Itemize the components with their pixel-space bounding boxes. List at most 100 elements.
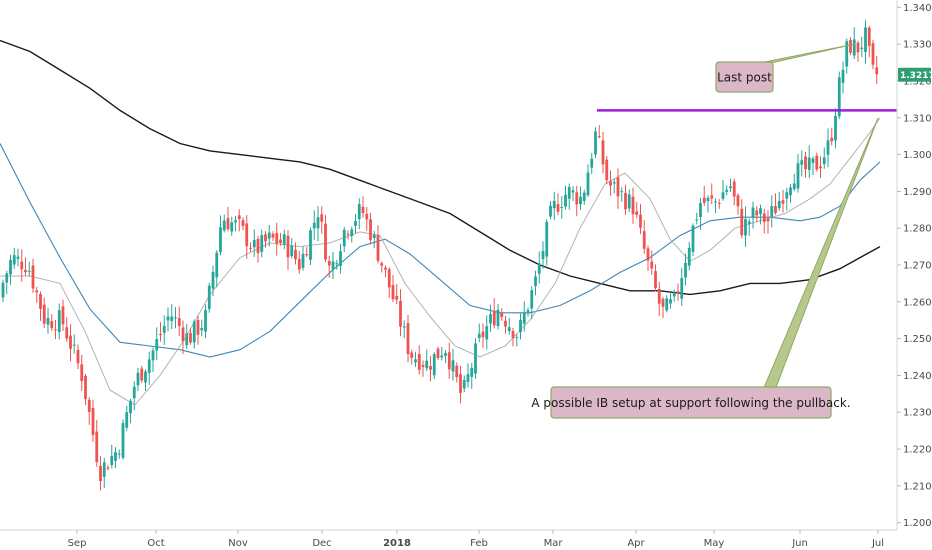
price-tick-label: 1.24000 — [903, 371, 932, 382]
candle-body — [575, 192, 579, 205]
bullish-candle — [335, 260, 339, 270]
candle-body — [545, 221, 549, 257]
bearish-candle — [189, 327, 192, 345]
bullish-candle — [789, 183, 792, 203]
bullish-candle — [132, 381, 136, 411]
bullish-candle — [627, 189, 631, 213]
bullish-candle — [620, 187, 624, 202]
price-axis[interactable]: 1.34000 1.33000 1.32000 1.31000 1.30000 1.290… — [897, 3, 932, 529]
bearish-candle — [609, 170, 612, 196]
bullish-candle — [440, 346, 444, 361]
bearish-candle — [65, 317, 69, 342]
bullish-candle — [114, 447, 117, 469]
candle-body — [556, 204, 560, 212]
candle-body — [751, 207, 755, 218]
bullish-candle — [684, 253, 687, 286]
candle-body — [24, 269, 27, 273]
plot-area[interactable]: Last post A possible IB setup at support … — [0, 20, 897, 491]
bullish-candle — [579, 186, 582, 210]
candle-body — [526, 310, 530, 314]
bullish-candle — [57, 303, 61, 340]
bearish-candle — [320, 206, 324, 234]
candle-body — [61, 306, 65, 325]
bearish-candle — [69, 324, 72, 362]
candle-body — [477, 333, 481, 339]
bearish-candle — [597, 125, 601, 139]
bearish-candle — [657, 281, 661, 316]
bullish-candle — [770, 195, 774, 228]
candle-body — [804, 156, 807, 170]
candle-body — [860, 47, 864, 49]
candle-body — [140, 368, 144, 381]
bullish-candle — [350, 226, 354, 243]
bearish-candle — [249, 242, 252, 253]
bullish-candle — [185, 323, 189, 349]
bearish-candle — [279, 232, 282, 246]
bearish-candle — [661, 296, 665, 318]
bearish-candle — [639, 204, 642, 235]
candle-body — [129, 400, 132, 414]
bearish-candle — [91, 399, 95, 442]
bearish-candle — [710, 183, 714, 205]
candle-body — [849, 40, 852, 53]
price-tick-label: 1.20000 — [903, 518, 932, 529]
bearish-candle — [616, 168, 620, 209]
time-tick-label: Apr — [627, 538, 645, 549]
price-tick-label: 1.27000 — [903, 261, 932, 272]
bearish-candle — [177, 306, 181, 336]
bullish-candle — [860, 36, 864, 58]
bearish-candle — [286, 230, 290, 270]
bearish-candle — [380, 261, 384, 273]
candle-body — [852, 39, 856, 56]
bullish-candle — [721, 179, 725, 201]
candle-body — [125, 412, 129, 428]
price-tick-label: 1.23000 — [903, 408, 932, 419]
bearish-candle — [740, 199, 744, 239]
bullish-candle — [301, 246, 305, 271]
bearish-candle — [455, 362, 459, 383]
bullish-candle — [260, 229, 264, 258]
candle-body — [414, 359, 417, 363]
candle-body — [305, 254, 309, 256]
time-tick-label: May — [704, 538, 725, 549]
candle-body — [492, 310, 496, 326]
time-axis[interactable]: Sep Oct Nov Dec 2018 Feb Mar Apr May Jun Jul — [68, 530, 884, 549]
candlestick-series — [1, 20, 879, 491]
candle-body — [815, 155, 819, 170]
price-tick-label: 1.33000 — [903, 40, 932, 51]
time-tick-label: Dec — [312, 538, 331, 549]
candle-body — [234, 220, 237, 223]
candle-body — [65, 327, 69, 339]
bullish-candle — [230, 216, 234, 236]
candle-body — [597, 135, 601, 137]
bullish-candle — [552, 191, 556, 221]
bearish-candle — [80, 354, 84, 391]
ib-setup-callout: A possible IB setup at support following… — [531, 117, 879, 419]
candle-body — [84, 375, 87, 400]
bullish-candle — [537, 251, 541, 284]
candle-body — [354, 220, 357, 226]
candle-body — [429, 366, 432, 370]
bullish-candle — [541, 241, 545, 269]
bearish-candle — [50, 314, 54, 332]
bullish-candle — [312, 210, 316, 240]
price-tick-label: 1.21000 — [903, 481, 932, 492]
candle-body — [211, 272, 215, 289]
candle-body — [189, 333, 192, 343]
callout-layer: Last post A possible IB setup at support … — [531, 43, 879, 419]
bullish-candle — [792, 173, 796, 192]
bearish-candle — [106, 464, 110, 471]
candle-body — [320, 214, 324, 222]
bullish-candle — [451, 348, 455, 381]
bearish-candle — [159, 322, 162, 342]
time-tick-label: Jul — [871, 538, 884, 549]
bullish-candle — [252, 229, 256, 257]
candle-body — [20, 261, 24, 270]
bullish-candle — [665, 295, 669, 313]
candle-body — [807, 157, 811, 170]
bearish-candle — [702, 185, 706, 207]
candle-body — [185, 333, 189, 346]
time-tick-label: Feb — [470, 538, 488, 549]
candle-body — [346, 233, 350, 235]
